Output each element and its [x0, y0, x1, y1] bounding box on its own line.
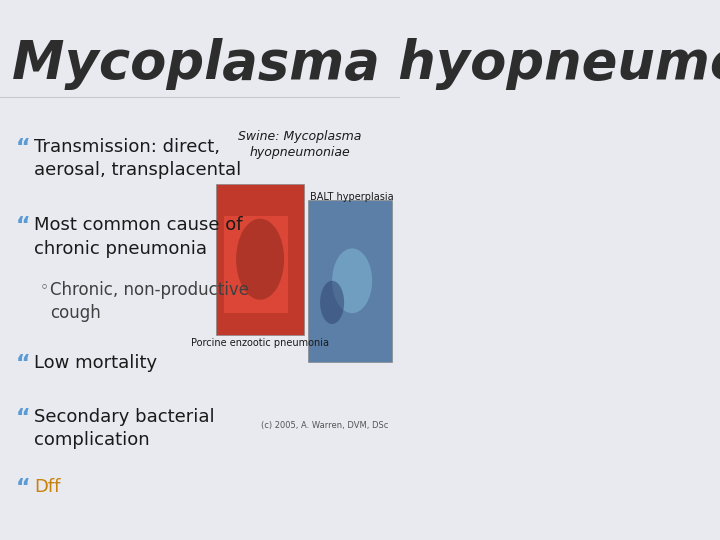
Text: “: “	[16, 354, 31, 374]
Text: “: “	[16, 138, 31, 158]
FancyBboxPatch shape	[224, 216, 288, 313]
Text: Swine: Mycoplasma
hyopneumoniae: Swine: Mycoplasma hyopneumoniae	[238, 130, 361, 159]
Text: (c) 2005, A. Warren, DVM, DSc: (c) 2005, A. Warren, DVM, DSc	[261, 421, 388, 430]
Text: BALT hyperplasia: BALT hyperplasia	[310, 192, 394, 202]
FancyBboxPatch shape	[216, 184, 304, 335]
Text: ◦: ◦	[40, 281, 49, 296]
Text: Dff: Dff	[34, 478, 60, 496]
Text: “: “	[16, 478, 31, 498]
Text: Secondary bacterial
complication: Secondary bacterial complication	[34, 408, 215, 449]
Text: Chronic, non-productive
cough: Chronic, non-productive cough	[50, 281, 249, 322]
Ellipse shape	[236, 219, 284, 300]
Text: Most common cause of
chronic pneumonia: Most common cause of chronic pneumonia	[34, 216, 243, 258]
Ellipse shape	[320, 281, 344, 324]
Text: “: “	[16, 408, 31, 428]
Text: Low mortality: Low mortality	[34, 354, 157, 372]
FancyBboxPatch shape	[308, 200, 392, 362]
Text: Transmission: direct,
aerosal, transplacental: Transmission: direct, aerosal, transplac…	[34, 138, 241, 179]
Text: Porcine enzootic pneumonia: Porcine enzootic pneumonia	[191, 338, 329, 348]
Text: Mycoplasma hyopneumoniae: Mycoplasma hyopneumoniae	[12, 38, 720, 90]
Ellipse shape	[332, 248, 372, 313]
Text: “: “	[16, 216, 31, 236]
